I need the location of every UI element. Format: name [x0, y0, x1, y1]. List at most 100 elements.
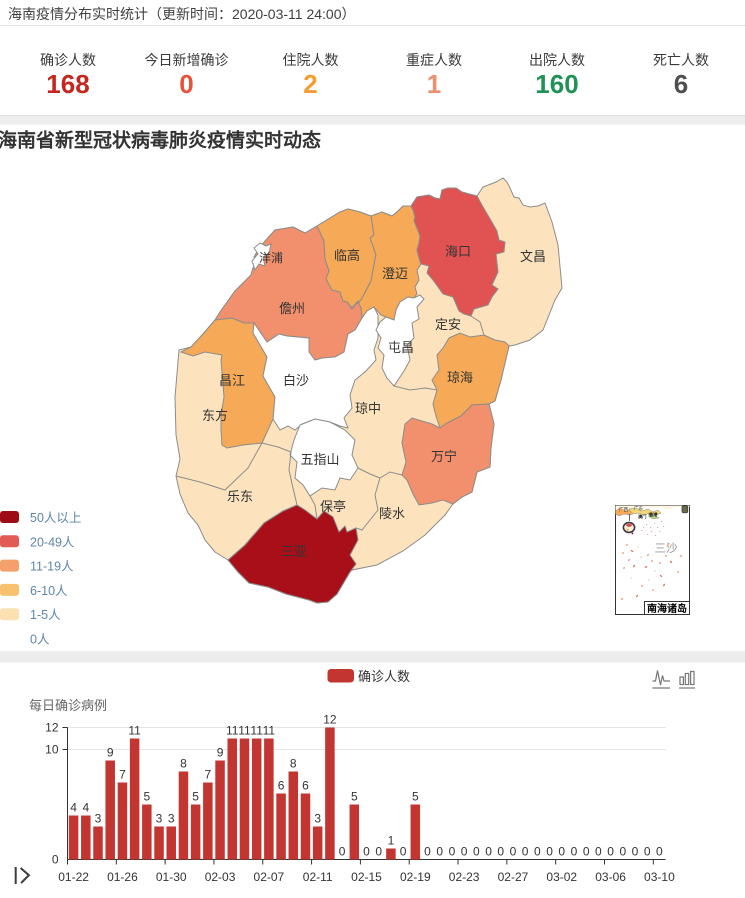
svg-text:儋州: 儋州 — [279, 301, 305, 316]
svg-text:0: 0 — [583, 845, 590, 859]
svg-text:5: 5 — [143, 790, 150, 804]
svg-text:澄迈: 澄迈 — [382, 266, 408, 281]
svg-text:重症人数: 重症人数 — [406, 52, 462, 68]
svg-text:澳门: 澳门 — [638, 513, 646, 520]
svg-text:3: 3 — [168, 812, 175, 826]
svg-text:出院人数: 出院人数 — [529, 52, 585, 68]
svg-text:10: 10 — [45, 743, 59, 757]
svg-text:11: 11 — [226, 724, 239, 738]
svg-text:02-23: 02-23 — [449, 870, 480, 884]
svg-text:0: 0 — [632, 845, 639, 859]
svg-text:6: 6 — [278, 779, 285, 793]
svg-text:9: 9 — [217, 746, 224, 760]
svg-text:白沙: 白沙 — [283, 373, 309, 388]
svg-text:定安: 定安 — [435, 317, 461, 332]
svg-text:5: 5 — [351, 790, 358, 804]
svg-text:7: 7 — [205, 768, 212, 782]
svg-text:0: 0 — [449, 845, 456, 859]
svg-text:11: 11 — [263, 724, 276, 738]
svg-text:0: 0 — [522, 845, 529, 859]
svg-text:168: 168 — [46, 69, 89, 99]
svg-text:1: 1 — [388, 834, 395, 848]
svg-text:7: 7 — [119, 768, 126, 782]
svg-text:20-49人: 20-49人 — [30, 535, 75, 549]
svg-text:海南省新型冠状病毒肺炎疫情实时动态: 海南省新型冠状病毒肺炎疫情实时动态 — [0, 129, 321, 152]
svg-text:0: 0 — [375, 845, 382, 859]
svg-text:01-26: 01-26 — [107, 870, 138, 884]
svg-text:海口: 海口 — [445, 244, 471, 259]
svg-text:02-15: 02-15 — [351, 870, 382, 884]
svg-text:三沙: 三沙 — [655, 542, 678, 555]
svg-text:50人以上: 50人以上 — [30, 511, 81, 525]
svg-text:0: 0 — [534, 845, 541, 859]
svg-text:0: 0 — [656, 845, 663, 859]
svg-text:0: 0 — [436, 845, 443, 859]
svg-text:住院人数: 住院人数 — [283, 52, 339, 68]
svg-text:海南疫情分布实时统计（更新时间：2020-03-11 24:: 海南疫情分布实时统计（更新时间：2020-03-11 24:00） — [8, 6, 356, 22]
svg-text:9: 9 — [107, 746, 114, 760]
svg-text:8: 8 — [290, 757, 297, 771]
svg-text:0: 0 — [595, 845, 602, 859]
svg-text:0: 0 — [473, 845, 480, 859]
svg-text:每日确诊病例: 每日确诊病例 — [29, 698, 107, 713]
svg-text:03-06: 03-06 — [595, 870, 626, 884]
svg-text:0: 0 — [619, 845, 626, 859]
svg-text:0: 0 — [424, 845, 431, 859]
svg-text:0: 0 — [179, 69, 193, 99]
svg-text:死亡人数: 死亡人数 — [653, 52, 709, 68]
svg-text:0: 0 — [339, 845, 346, 859]
svg-text:南海诸岛: 南海诸岛 — [647, 602, 687, 615]
svg-text:01-22: 01-22 — [58, 870, 89, 884]
svg-text:乐东: 乐东 — [227, 489, 253, 504]
svg-text:12: 12 — [323, 713, 337, 727]
svg-text:5: 5 — [412, 790, 419, 804]
svg-text:03-10: 03-10 — [644, 870, 675, 884]
svg-text:02-11: 02-11 — [303, 870, 333, 884]
svg-text:香港: 香港 — [648, 511, 658, 518]
svg-text:3: 3 — [156, 812, 163, 826]
svg-text:0: 0 — [558, 845, 565, 859]
svg-text:2: 2 — [303, 69, 317, 99]
svg-text:陵水: 陵水 — [379, 506, 405, 521]
svg-text:0: 0 — [363, 845, 370, 859]
svg-text:5: 5 — [192, 790, 199, 804]
svg-text:0: 0 — [400, 845, 407, 859]
svg-text:保亭: 保亭 — [320, 499, 346, 514]
svg-text:4: 4 — [70, 801, 77, 815]
svg-text:东方: 东方 — [202, 408, 228, 423]
svg-text:6: 6 — [302, 779, 309, 793]
svg-text:0: 0 — [546, 845, 553, 859]
svg-text:0人: 0人 — [30, 633, 50, 647]
svg-text:6: 6 — [674, 69, 688, 99]
svg-text:4: 4 — [82, 801, 89, 815]
svg-text:0: 0 — [644, 845, 651, 859]
svg-text:03-02: 03-02 — [546, 870, 577, 884]
svg-text:确诊人数: 确诊人数 — [358, 669, 410, 684]
svg-text:洋浦: 洋浦 — [259, 250, 283, 265]
svg-text:0: 0 — [607, 845, 614, 859]
svg-text:1: 1 — [427, 69, 441, 99]
svg-text:万宁: 万宁 — [431, 449, 457, 464]
svg-text:昌江: 昌江 — [219, 373, 245, 388]
svg-text:02-03: 02-03 — [205, 870, 236, 884]
svg-text:02-27: 02-27 — [498, 870, 529, 884]
svg-text:1-5人: 1-5人 — [30, 608, 61, 622]
svg-text:0: 0 — [461, 845, 468, 859]
svg-text:0: 0 — [497, 845, 504, 859]
svg-text:五指山: 五指山 — [300, 452, 339, 467]
svg-text:01-30: 01-30 — [156, 870, 187, 884]
svg-text:160: 160 — [535, 69, 578, 99]
svg-text:8: 8 — [180, 757, 187, 771]
svg-text:0: 0 — [52, 853, 59, 867]
svg-text:今日新增确诊: 今日新增确诊 — [145, 52, 229, 68]
svg-text:02-19: 02-19 — [400, 870, 431, 884]
svg-text:屯昌: 屯昌 — [388, 340, 414, 355]
svg-text:0: 0 — [485, 845, 492, 859]
svg-text:11-19人: 11-19人 — [30, 560, 74, 574]
svg-text:琼中: 琼中 — [355, 401, 381, 416]
svg-text:文昌: 文昌 — [520, 249, 546, 264]
svg-text:02-07: 02-07 — [254, 870, 285, 884]
svg-text:0: 0 — [571, 845, 578, 859]
svg-text:11: 11 — [128, 724, 141, 738]
svg-text:琼海: 琼海 — [447, 370, 473, 385]
